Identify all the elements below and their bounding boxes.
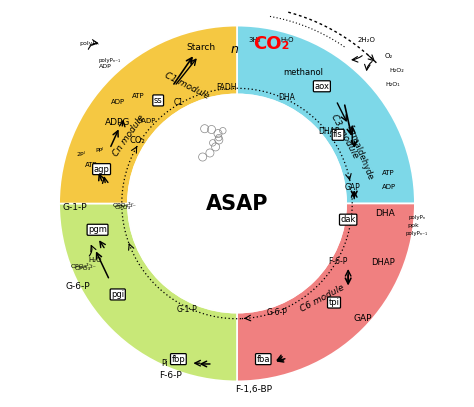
Text: ppk: ppk xyxy=(407,223,419,228)
Wedge shape xyxy=(237,204,415,381)
Wedge shape xyxy=(237,26,415,204)
Text: polyPₙ: polyPₙ xyxy=(408,215,426,220)
Text: 2H₂O: 2H₂O xyxy=(357,37,375,43)
Text: Cn module: Cn module xyxy=(111,114,146,158)
Text: ss: ss xyxy=(154,96,163,105)
Text: G-1-P: G-1-P xyxy=(177,305,198,314)
Text: ATP: ATP xyxy=(382,170,395,176)
Text: H₂O: H₂O xyxy=(89,257,102,263)
Text: ADP: ADP xyxy=(382,184,396,190)
Text: ADPG: ADPG xyxy=(105,118,130,127)
Text: DHA: DHA xyxy=(278,94,295,103)
Text: OPO₃²⁻: OPO₃²⁻ xyxy=(115,205,137,210)
Text: FADH: FADH xyxy=(217,83,237,92)
Text: DHAP: DHAP xyxy=(371,258,394,267)
Text: formaldehyde: formaldehyde xyxy=(345,124,375,182)
Text: ATP: ATP xyxy=(85,162,98,168)
Text: dak: dak xyxy=(340,215,356,224)
Text: tpi: tpi xyxy=(328,298,339,307)
Text: polyPₙ₋₁: polyPₙ₋₁ xyxy=(406,231,428,236)
Text: F-6-P: F-6-P xyxy=(159,371,182,380)
Text: Starch: Starch xyxy=(186,44,215,53)
Text: C3 module: C3 module xyxy=(329,112,360,160)
Text: pgi: pgi xyxy=(111,290,124,299)
Text: GAP: GAP xyxy=(345,183,360,192)
Text: agp: agp xyxy=(94,165,109,174)
Wedge shape xyxy=(59,204,237,381)
Text: OPO₃²⁻: OPO₃²⁻ xyxy=(74,266,96,271)
Text: n: n xyxy=(231,44,239,57)
Text: OPO₃²⁻: OPO₃²⁻ xyxy=(71,264,92,269)
Text: ATP: ATP xyxy=(132,93,144,99)
Text: PPᴵ: PPᴵ xyxy=(95,149,104,153)
Text: GAP: GAP xyxy=(353,314,372,323)
Text: O₂: O₂ xyxy=(384,53,392,59)
Text: aox: aox xyxy=(314,82,329,91)
Text: fbp: fbp xyxy=(172,354,185,363)
Text: OADP: OADP xyxy=(137,118,156,124)
Text: polyPₙ₋₁: polyPₙ₋₁ xyxy=(99,57,121,63)
Text: CO₂: CO₂ xyxy=(253,35,290,53)
Text: ASAP: ASAP xyxy=(206,193,268,214)
Text: methanol: methanol xyxy=(284,68,324,77)
Text: C1 module: C1 module xyxy=(164,71,211,101)
Text: pgm: pgm xyxy=(88,225,107,234)
Text: H₂O: H₂O xyxy=(281,37,294,43)
Text: H₂O₂: H₂O₂ xyxy=(389,68,404,72)
Text: 2Pᴵ: 2Pᴵ xyxy=(77,153,86,158)
Wedge shape xyxy=(59,26,237,204)
Text: G-6-P: G-6-P xyxy=(65,282,90,291)
Text: F-1,6-BP: F-1,6-BP xyxy=(235,385,272,394)
Text: H₂O₁: H₂O₁ xyxy=(385,82,400,87)
Text: 3H₂: 3H₂ xyxy=(249,37,262,43)
Text: Pi: Pi xyxy=(161,359,168,368)
Text: fls: fls xyxy=(333,130,343,139)
Circle shape xyxy=(128,94,346,313)
Text: DHAP: DHAP xyxy=(318,127,339,136)
Text: polyPₙ: polyPₙ xyxy=(80,42,99,46)
Text: C1: C1 xyxy=(174,98,184,107)
Text: CO₂: CO₂ xyxy=(129,136,145,145)
Text: ADP: ADP xyxy=(111,98,125,105)
Text: DHA: DHA xyxy=(374,209,394,218)
Text: C6 module: C6 module xyxy=(299,283,346,313)
Text: G-1-P: G-1-P xyxy=(63,203,88,212)
Text: fba: fba xyxy=(256,354,270,363)
Text: G-6-P: G-6-P xyxy=(266,309,287,317)
Text: OPO₃²⁻: OPO₃²⁻ xyxy=(113,203,135,208)
Text: F-6-P: F-6-P xyxy=(328,257,347,266)
Text: ADP: ADP xyxy=(99,63,112,68)
